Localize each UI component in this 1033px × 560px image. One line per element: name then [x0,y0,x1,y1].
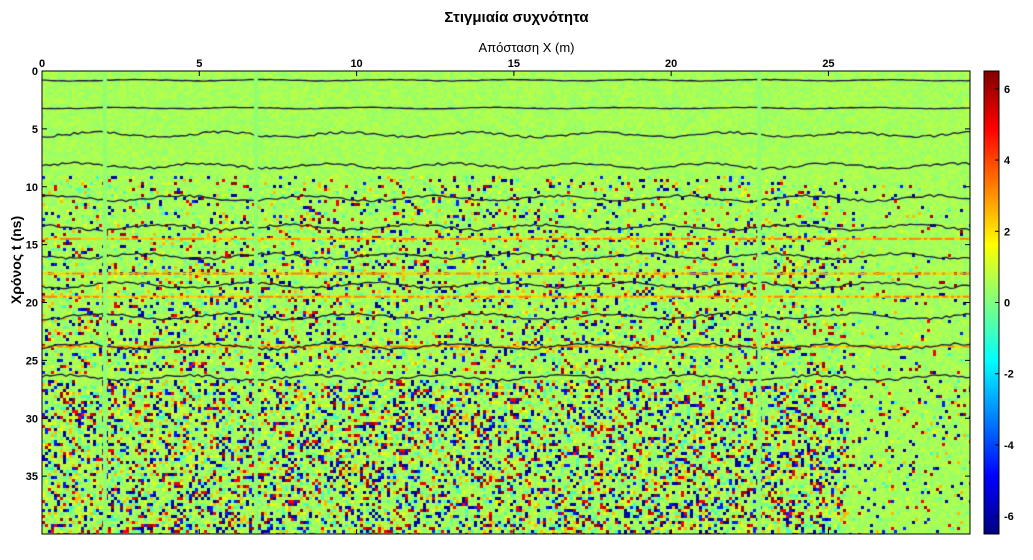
colorbar-tick-label: -6 [1004,511,1014,523]
y-tick-label: 20 [26,298,38,310]
colorbar-tick-label: 6 [1004,84,1010,96]
x-axis-label: Απόσταση X (m) [478,40,575,55]
y-tick-label: 30 [26,413,38,425]
y-tick-label: 15 [26,240,38,252]
x-tick-label: 5 [196,58,202,70]
x-tick-label: 0 [39,58,45,70]
x-tick-label: 25 [822,58,834,70]
heatmap-image [42,71,970,534]
colorbar-tick-label: 2 [1004,226,1010,238]
colorbar-tick-label: 4 [1004,155,1011,167]
y-tick-label: 5 [32,124,38,136]
y-tick-label: 25 [26,355,38,367]
colorbar-tick-label: 0 [1004,298,1010,310]
x-tick-label: 15 [508,58,520,70]
y-tick-label: 35 [26,471,38,483]
y-tick-label: 10 [26,182,38,194]
chart-title: Στιγμιαία συχνότητα [444,9,589,26]
colorbar-tick-label: -4 [1004,440,1015,452]
x-tick-label: 20 [665,58,677,70]
colorbar-tick-label: -2 [1004,369,1014,381]
y-tick-label: 0 [32,66,38,78]
x-tick-label: 10 [350,58,362,70]
